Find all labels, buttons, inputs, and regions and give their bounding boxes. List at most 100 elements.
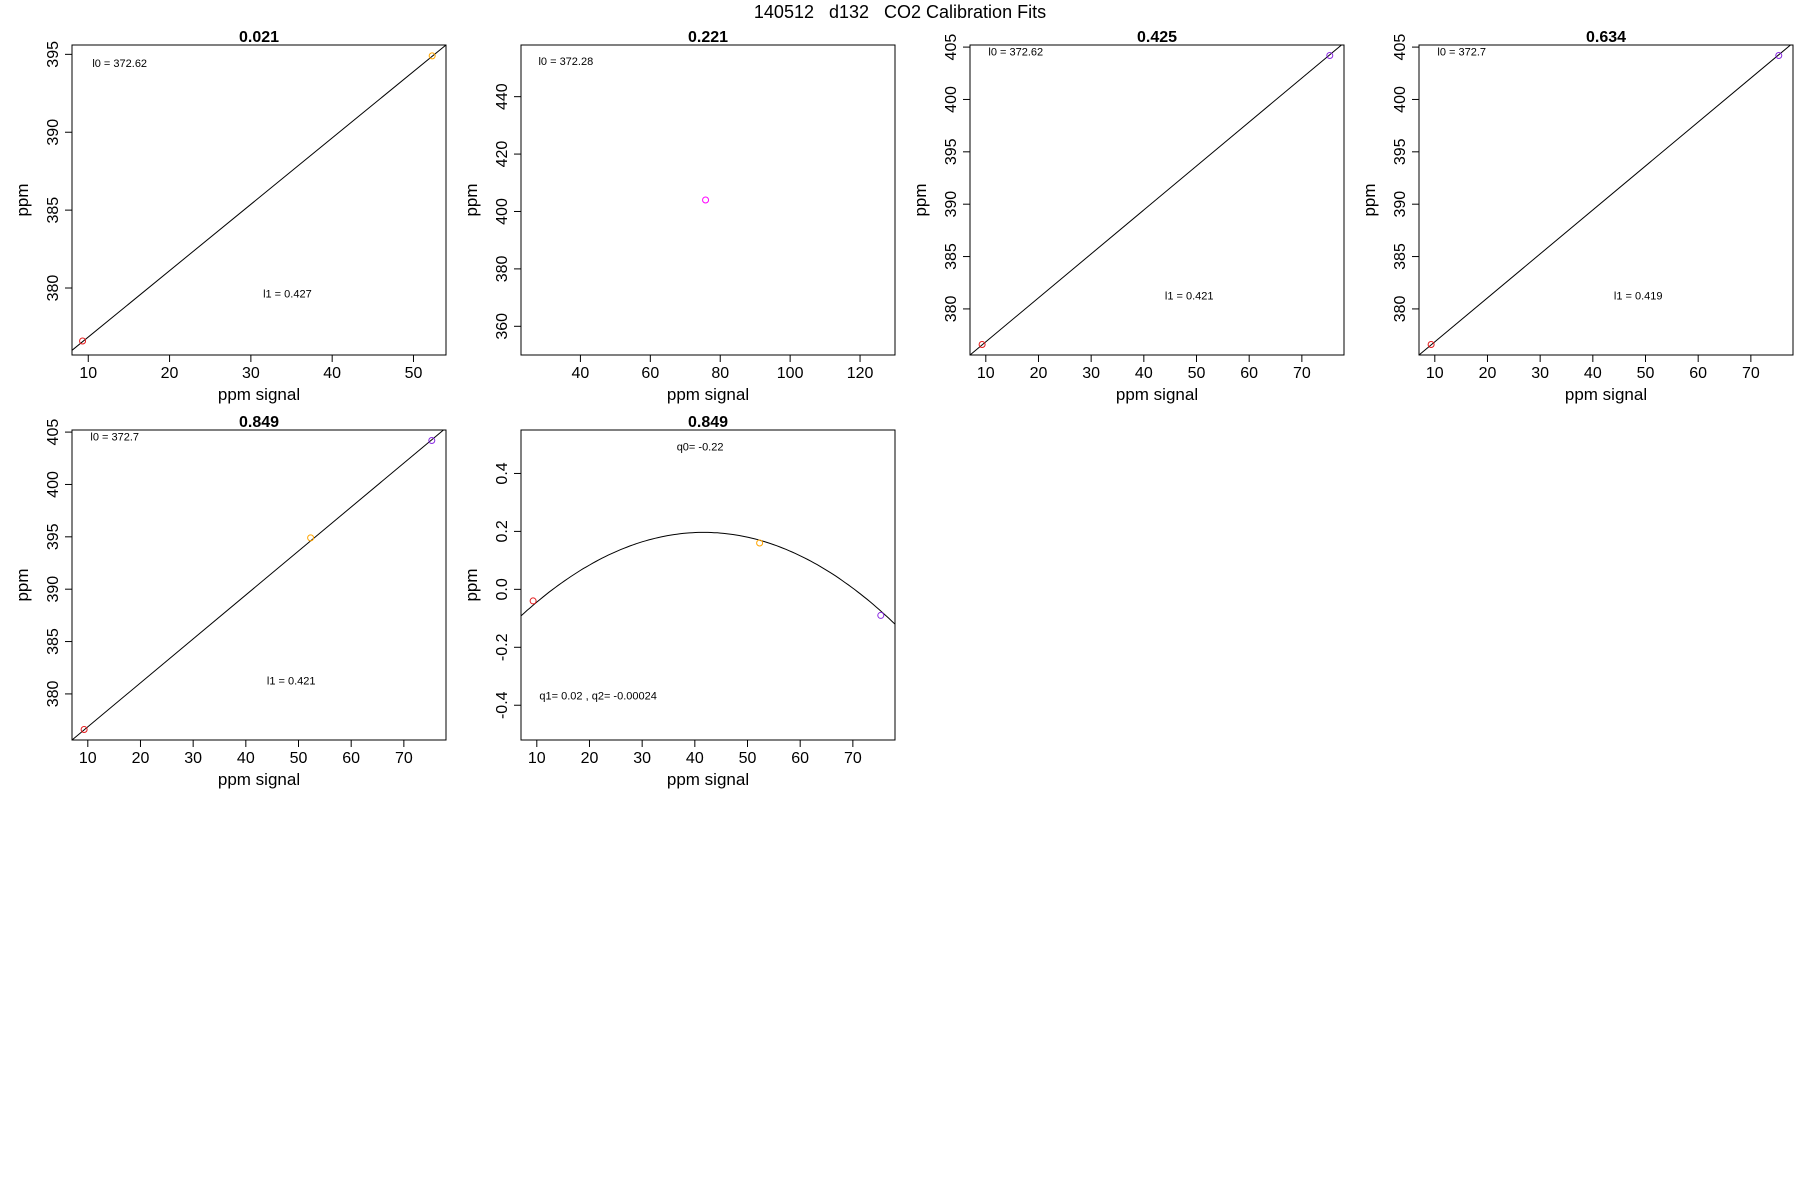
plot-frame (71, 44, 447, 356)
x-tick-label: 20 (161, 365, 179, 382)
x-tick-label: 30 (1082, 365, 1100, 382)
chart-panel-4: 0.634 10 20 30 40 50 60 70 380 385 390 395 400 405 ppm… (1360, 29, 1794, 404)
y-axis-label: ppm (911, 183, 930, 216)
x-tick-label: 70 (844, 750, 862, 767)
y-tick-label: 400 (1392, 86, 1409, 113)
x-tick-label: 20 (132, 750, 150, 767)
data-point (702, 196, 710, 204)
y-tick-label: 405 (1392, 34, 1409, 61)
fit-group (1419, 45, 1792, 355)
x-tick-label: 10 (977, 365, 995, 382)
data-point (756, 539, 764, 547)
y-tick-label: 385 (45, 197, 62, 224)
x-tick-label: 60 (342, 750, 360, 767)
fit-group (72, 430, 445, 740)
y-tick-label: 385 (45, 628, 62, 655)
x-tick-label: 40 (323, 365, 341, 382)
x-tick-label: 50 (739, 750, 757, 767)
x-tick-label: 70 (1293, 365, 1311, 382)
x-tick-label: 80 (711, 365, 729, 382)
panel-title: 0.634 (1586, 29, 1626, 46)
fit-annotation: q0= -0.22 (677, 441, 724, 453)
x-axis-label: ppm signal (1565, 385, 1647, 404)
x-axis-label: ppm signal (218, 385, 300, 404)
x-tick-label: 30 (633, 750, 651, 767)
y-tick-label: 400 (943, 86, 960, 113)
fit-annotation: q1= 0.02 , q2= -0.00024 (539, 690, 656, 702)
x-axis-label: ppm signal (1116, 385, 1198, 404)
data-point (80, 726, 88, 734)
y-tick-label: 380 (1392, 295, 1409, 322)
fit-annotation: l1 = 0.421 (1165, 290, 1214, 302)
y-axis-label: ppm (1360, 183, 1379, 216)
y-axis-label: ppm (462, 568, 481, 601)
y-tick-label: 390 (45, 119, 62, 146)
y-tick-label: 360 (494, 313, 511, 340)
y-tick-label: 395 (45, 523, 62, 550)
x-tick-label: 20 (581, 750, 599, 767)
panel-title: 0.849 (688, 414, 728, 431)
fit-curve (521, 531, 895, 625)
fit-line (970, 45, 1343, 355)
fit-line (1419, 45, 1792, 355)
panel-title: 0.221 (688, 29, 728, 46)
x-tick-label: 40 (1584, 365, 1602, 382)
panel-title: 0.021 (239, 29, 279, 46)
x-tick-label: 60 (1240, 365, 1258, 382)
x-tick-label: 10 (528, 750, 546, 767)
y-tick-label: 385 (1392, 243, 1409, 270)
y-tick-label: 400 (494, 198, 511, 225)
y-tick-label: 440 (494, 83, 511, 110)
plot-frame (520, 44, 896, 356)
x-tick-label: 50 (1637, 365, 1655, 382)
y-tick-label: -0.4 (494, 691, 511, 719)
panel-title: 0.425 (1137, 29, 1177, 46)
chart-panel-1: 0.021 10 20 30 40 50 380 385 390 395 ppm signal ppm… (13, 29, 447, 404)
fit-annotation: l1 = 0.427 (263, 288, 312, 300)
y-tick-label: 405 (45, 419, 62, 446)
chart-panel-3: 0.425 10 20 30 40 50 60 70 380 385 390 395 400 405 ppm… (911, 29, 1345, 404)
fit-annotation: l0 = 372.62 (988, 46, 1043, 58)
data-point (428, 436, 436, 444)
y-tick-label: 395 (1392, 138, 1409, 165)
x-tick-label: 20 (1479, 365, 1497, 382)
y-tick-label: 395 (943, 138, 960, 165)
x-tick-label: 50 (290, 750, 308, 767)
x-tick-label: 50 (405, 365, 423, 382)
x-tick-label: 40 (572, 365, 590, 382)
fit-annotation: l0 = 372.28 (538, 56, 593, 68)
x-tick-label: 60 (1689, 365, 1707, 382)
x-tick-label: 40 (1135, 365, 1153, 382)
y-tick-label: 0.0 (494, 578, 511, 600)
data-point (79, 337, 87, 345)
data-point (1775, 51, 1783, 59)
chart-panel-2: 0.221 40 60 80 100 120 360 380 400 420 440 ppm sign… (462, 29, 896, 404)
y-tick-label: 0.2 (494, 520, 511, 542)
x-tick-label: 30 (242, 365, 260, 382)
y-tick-label: 390 (45, 576, 62, 603)
fit-line (72, 45, 446, 351)
x-tick-label: 10 (79, 750, 97, 767)
y-tick-label: 390 (1392, 191, 1409, 218)
fit-annotation: l0 = 372.7 (90, 431, 139, 443)
fit-annotation: l0 = 372.62 (92, 58, 147, 70)
fit-line (72, 430, 445, 740)
figure-title: 140512 d132 CO2 Calibration Fits (753, 2, 1047, 22)
x-tick-label: 60 (641, 365, 659, 382)
chart-panel-5: 0.849 10 20 30 40 50 60 70 380 385 390 395 400 405 ppm… (13, 414, 447, 789)
data-point (307, 534, 315, 542)
y-tick-label: 420 (494, 141, 511, 168)
data-point (529, 597, 537, 605)
x-tick-label: 10 (79, 365, 97, 382)
y-tick-label: 380 (45, 680, 62, 707)
x-tick-label: 50 (1188, 365, 1206, 382)
y-tick-label: 385 (943, 243, 960, 270)
x-tick-label: 20 (1030, 365, 1048, 382)
x-tick-label: 10 (1426, 365, 1444, 382)
y-tick-label: 400 (45, 471, 62, 498)
data-point (1427, 341, 1435, 349)
x-tick-label: 70 (1742, 365, 1760, 382)
y-tick-label: 395 (45, 41, 62, 68)
